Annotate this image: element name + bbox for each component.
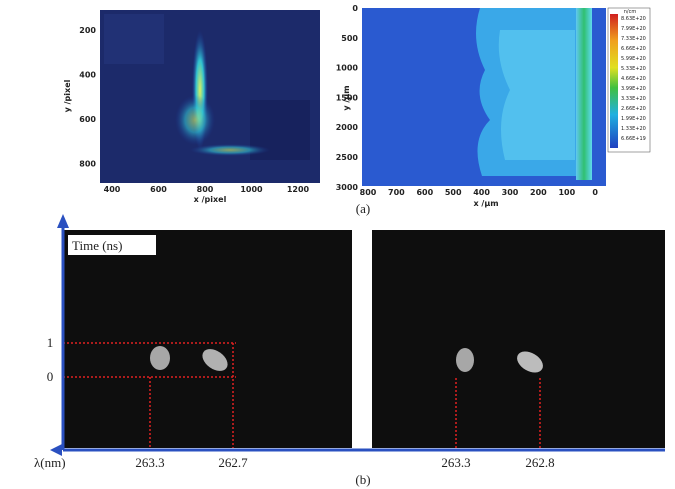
x-tick-label: 600 bbox=[150, 185, 167, 194]
y-tick-label: 400 bbox=[79, 71, 96, 80]
contour-right bbox=[362, 8, 650, 186]
colorbar-label: 4.66E+20 bbox=[621, 76, 646, 82]
y-tick-label: 2000 bbox=[336, 123, 359, 132]
y-mark-label: 0 bbox=[47, 369, 54, 384]
colorbar-label: 2.66E+20 bbox=[621, 106, 646, 112]
y-tick-label: 1000 bbox=[336, 64, 359, 73]
x-tick-label: 800 bbox=[197, 185, 214, 194]
x-tick-label: 800 bbox=[360, 188, 377, 197]
colorbar-label: 1.33E+20 bbox=[621, 126, 646, 132]
y-tick-label: 2500 bbox=[336, 153, 359, 162]
wavelength-label: 262.8 bbox=[525, 455, 554, 470]
x-axis-label: λ(nm) bbox=[34, 455, 66, 470]
figure: 20040060080040060080010001200y /pixelx /… bbox=[0, 0, 675, 489]
y-axis-label: y /pixel bbox=[63, 79, 72, 112]
x-tick-label: 0 bbox=[592, 188, 598, 197]
y-tick-label: 500 bbox=[341, 34, 358, 43]
x-tick-label: 400 bbox=[473, 188, 490, 197]
colorbar-label: 8.63E+20 bbox=[621, 16, 646, 22]
y-axis-label: y /μm bbox=[342, 85, 351, 110]
wavelength-label: 263.3 bbox=[135, 455, 164, 470]
colorbar-label: 7.33E+20 bbox=[621, 36, 646, 42]
y-tick-label: 3000 bbox=[336, 183, 359, 192]
colorbar-title: n/cm bbox=[624, 9, 637, 15]
x-tick-label: 100 bbox=[558, 188, 575, 197]
colorbar-label: 6.66E+19 bbox=[621, 136, 646, 142]
y-mark-label: 1 bbox=[47, 335, 54, 350]
y-tick-label: 0 bbox=[352, 4, 358, 13]
x-axis-label: x /μm bbox=[473, 199, 498, 208]
x-tick-label: 200 bbox=[530, 188, 547, 197]
colorbar-label: 6.66E+20 bbox=[621, 46, 646, 52]
x-tick-label: 500 bbox=[445, 188, 462, 197]
colorbar-label: 3.33E+20 bbox=[621, 96, 646, 102]
x-tick-label: 700 bbox=[388, 188, 405, 197]
y-tick-label: 200 bbox=[79, 26, 96, 35]
panel-label: (b) bbox=[355, 472, 370, 487]
colorbar-label: 5.99E+20 bbox=[621, 56, 646, 62]
x-tick-label: 400 bbox=[104, 185, 121, 194]
x-tick-label: 300 bbox=[502, 188, 519, 197]
panel-label: (a) bbox=[356, 201, 370, 216]
streak-image-left bbox=[63, 230, 352, 448]
x-axis-label: x /pixel bbox=[194, 195, 227, 204]
colorbar-label: 3.99E+20 bbox=[621, 86, 646, 92]
x-tick-label: 600 bbox=[416, 188, 433, 197]
x-tick-label: 1200 bbox=[287, 185, 310, 194]
streak-image-right bbox=[372, 230, 665, 448]
image-left bbox=[100, 10, 320, 183]
colorbar-label: 7.99E+20 bbox=[621, 26, 646, 32]
colorbar-label: 1.99E+20 bbox=[621, 116, 646, 122]
colorbar-label: 5.33E+20 bbox=[621, 66, 646, 72]
y-axis-label: Time (ns) bbox=[72, 238, 122, 253]
x-tick-label: 1000 bbox=[240, 185, 263, 194]
wavelength-label: 262.7 bbox=[218, 455, 248, 470]
y-tick-label: 600 bbox=[79, 115, 96, 124]
y-tick-label: 800 bbox=[79, 160, 96, 169]
wavelength-label: 263.3 bbox=[441, 455, 470, 470]
